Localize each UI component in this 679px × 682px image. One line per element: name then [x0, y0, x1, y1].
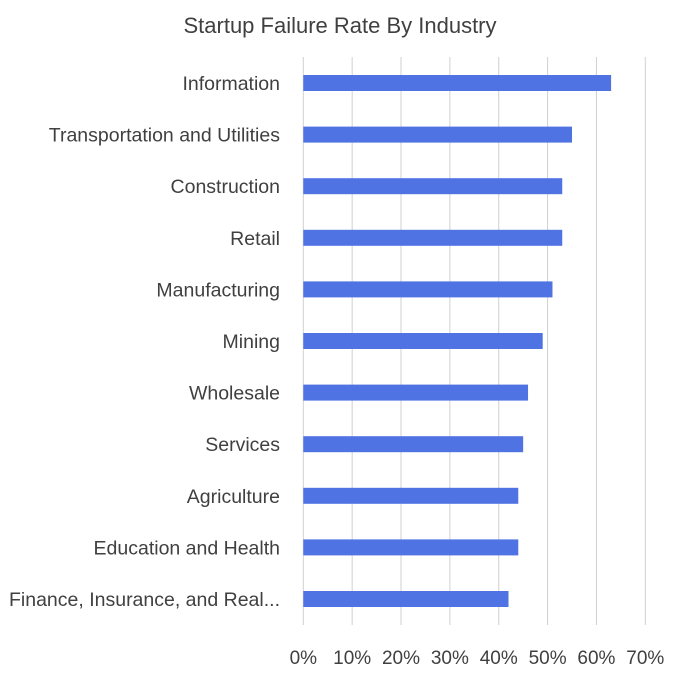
- x-tick-label: 20%: [382, 648, 420, 669]
- category-label: Manufacturing: [156, 279, 280, 301]
- category-label: Construction: [171, 176, 280, 198]
- category-label: Information: [182, 73, 280, 95]
- bar: [303, 333, 543, 349]
- x-tick-label: 50%: [529, 648, 567, 669]
- x-tick-label: 10%: [333, 648, 371, 669]
- x-tick-label: 30%: [431, 648, 469, 669]
- category-label: Services: [205, 434, 280, 456]
- bar: [303, 178, 563, 195]
- category-label: Agriculture: [187, 486, 280, 508]
- x-tick-label: 70%: [626, 648, 664, 669]
- chart-title: Startup Failure Rate By Industry: [183, 13, 496, 38]
- bar: [303, 384, 529, 401]
- category-label: Education and Health: [94, 537, 280, 559]
- category-label: Retail: [230, 228, 280, 250]
- bar: [303, 487, 519, 504]
- category-label: Wholesale: [189, 383, 280, 405]
- category-label: Transportation and Utilities: [49, 125, 280, 147]
- bar: [303, 436, 524, 453]
- bar: [303, 229, 563, 246]
- bar: [303, 591, 509, 607]
- x-tick-label: 40%: [480, 648, 518, 669]
- bar: [303, 75, 612, 91]
- bar: [303, 539, 519, 556]
- x-tick-label: 60%: [577, 648, 615, 669]
- category-label: Finance, Insurance, and Real...: [9, 589, 280, 611]
- bar: [303, 281, 553, 298]
- category-label: Mining: [223, 331, 280, 353]
- bar: [303, 126, 573, 143]
- x-tick-label: 0%: [290, 648, 318, 669]
